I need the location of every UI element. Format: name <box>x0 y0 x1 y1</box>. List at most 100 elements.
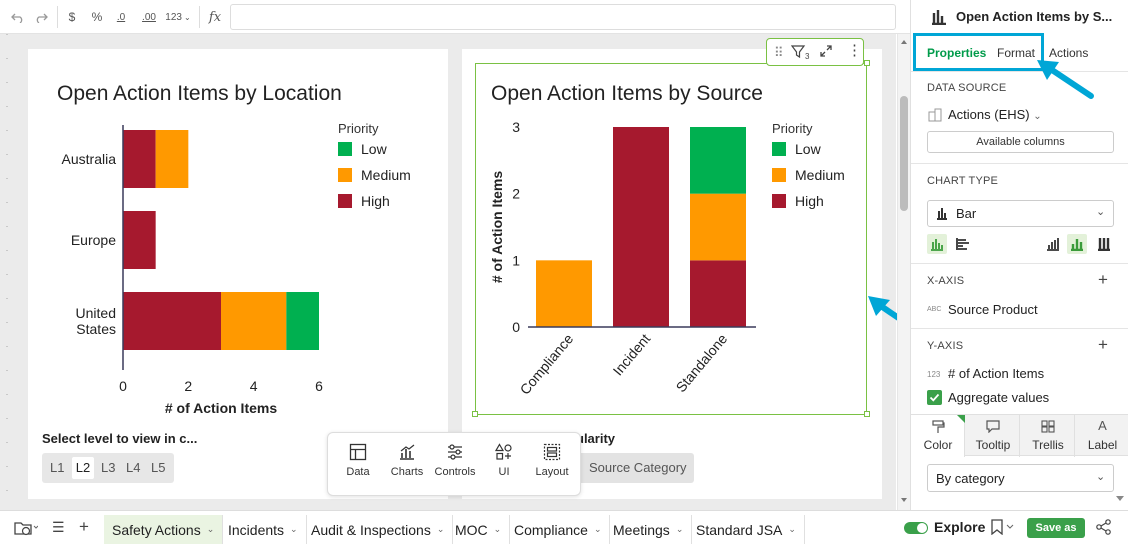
bar-segment-high <box>123 211 156 269</box>
chart-type-dropdown[interactable]: Bar ⌄ <box>927 200 1114 227</box>
text-a-icon: A <box>1098 418 1107 433</box>
insert-layout-button[interactable]: Layout <box>528 443 576 478</box>
y-tick-label: 0 <box>512 319 520 335</box>
folder-icon[interactable] <box>14 520 39 541</box>
legend-swatch-high <box>338 194 352 208</box>
resize-handle[interactable] <box>472 411 478 417</box>
category-label: United <box>76 305 116 321</box>
explore-toggle[interactable] <box>904 522 928 534</box>
redo-icon[interactable] <box>33 8 49 26</box>
more-options-icon[interactable]: ⋮ <box>847 42 862 59</box>
scrollbar-thumb[interactable] <box>900 96 908 211</box>
currency-format-button[interactable]: $ <box>68 10 76 24</box>
level-option-l1[interactable]: L1 <box>50 460 65 475</box>
decrease-decimal-button[interactable]: .0 <box>116 11 126 23</box>
add-sheet-icon[interactable]: + <box>79 517 89 536</box>
format-tab-color[interactable]: Color <box>911 415 965 457</box>
format-tab-label: Tooltip <box>975 438 1011 452</box>
sheet-tab-label: Incidents <box>228 521 285 538</box>
insert-charts-button[interactable]: Charts <box>383 443 431 478</box>
grouped-bar-icon[interactable] <box>1046 237 1060 256</box>
sheet-tab-audit[interactable]: Audit & Inspections ⌄ <box>303 515 454 544</box>
insert-data-button[interactable]: Data <box>334 443 382 478</box>
bookmark-icon[interactable] <box>990 519 1014 540</box>
legend-item-low[interactable]: Low <box>338 141 387 157</box>
legend-label: Medium <box>361 167 411 183</box>
bar-segment-high <box>690 260 746 327</box>
legend-item-medium[interactable]: Medium <box>338 167 411 183</box>
vertical-bar-option[interactable] <box>927 234 947 254</box>
stacked-bar-option[interactable] <box>1067 234 1087 254</box>
format-tab-label: Label <box>1087 438 1118 452</box>
filter-icon[interactable]: 3 <box>790 44 811 65</box>
sheet-tab-safety-actions[interactable]: Safety Actions ⌄ <box>104 515 224 544</box>
fx-icon: fx <box>208 9 222 25</box>
tab-actions[interactable]: Actions <box>1049 46 1089 60</box>
aggregate-checkbox[interactable] <box>927 390 942 405</box>
x-axis-field[interactable]: Source Product <box>948 302 1038 317</box>
sheet-tab-meetings[interactable]: Meetings ⌄ <box>605 515 693 544</box>
sheet-tab-incidents[interactable]: Incidents ⌄ <box>220 515 307 544</box>
tab-format[interactable]: Format <box>997 46 1036 60</box>
level-option-l3[interactable]: L3 <box>101 460 116 475</box>
insert-ui-button[interactable]: UI <box>482 443 526 478</box>
increase-decimal-button[interactable]: .00 <box>142 11 156 23</box>
data-source-dropdown[interactable]: Actions (EHS) ⌄ <box>948 107 1042 122</box>
resize-handle[interactable] <box>864 411 870 417</box>
formula-input[interactable] <box>230 4 896 30</box>
scroll-up-icon[interactable] <box>901 40 907 44</box>
sheet-tab-standard-jsa[interactable]: Standard JSA ⌄ <box>688 515 805 544</box>
source-chart-card[interactable]: Open Action Items by Source 0 1 2 3 Complian… <box>462 49 882 499</box>
add-y-axis-icon[interactable]: + <box>1098 335 1108 354</box>
available-columns-button[interactable]: Available columns <box>927 131 1114 153</box>
scroll-down-icon[interactable] <box>901 498 907 502</box>
undo-icon[interactable] <box>10 8 26 26</box>
insert-controls-button[interactable]: Controls <box>430 443 480 478</box>
granularity-label: ularity <box>576 431 616 446</box>
format-tab-trellis[interactable]: Trellis <box>1021 415 1075 457</box>
share-icon[interactable] <box>1096 519 1112 540</box>
legend-item-low[interactable]: Low <box>772 141 821 157</box>
legend-item-medium[interactable]: Medium <box>772 167 845 183</box>
x-axis-label: X-AXIS <box>927 275 965 287</box>
panel-scroll-down-icon[interactable] <box>1116 496 1124 501</box>
canvas-scrollbar[interactable] <box>897 34 910 510</box>
x-tick-label: 4 <box>250 378 258 394</box>
expand-icon[interactable] <box>819 44 833 63</box>
resize-handle[interactable] <box>864 60 870 66</box>
chart-hover-toolbar: ⠿ 3 ⋮ <box>766 38 864 66</box>
number-format-dropdown[interactable]: 123 ⌄ <box>164 8 192 26</box>
horizontal-bar-icon[interactable] <box>956 237 970 256</box>
level-option-l2[interactable]: L2 <box>72 457 94 479</box>
sheet-tab-moc[interactable]: MOC ⌄ <box>447 515 511 544</box>
color-mode-dropdown[interactable]: By category ⌄ <box>927 464 1114 492</box>
chart-title: Open Action Items by Location <box>57 82 342 105</box>
drag-handle-icon[interactable]: ⠿ <box>774 45 783 60</box>
sheet-tab-compliance[interactable]: Compliance ⌄ <box>506 515 611 544</box>
bar-segment-medium <box>690 193 746 261</box>
shapes-icon <box>494 443 512 460</box>
save-as-button[interactable]: Save as <box>1027 518 1085 538</box>
y-axis-field[interactable]: # of Action Items <box>948 366 1045 381</box>
granularity-chip[interactable]: Source Category <box>576 453 694 483</box>
percent-format-button[interactable]: % <box>91 10 103 24</box>
level-option-l4[interactable]: L4 <box>126 460 141 475</box>
format-tab-tooltip[interactable]: Tooltip <box>966 415 1020 457</box>
legend-item-high[interactable]: High <box>772 193 824 209</box>
level-option-l5[interactable]: L5 <box>151 460 166 475</box>
full-stacked-bar-icon[interactable] <box>1097 237 1111 256</box>
category-label: Europe <box>71 232 116 248</box>
add-x-axis-icon[interactable]: + <box>1098 270 1108 289</box>
location-chart-card[interactable]: Open Action Items by Location Australia E… <box>28 49 448 499</box>
chart-type-value: Bar <box>956 206 977 221</box>
chart-type-label: CHART TYPE <box>927 175 999 187</box>
chevron-down-icon: ⌄ <box>788 524 796 534</box>
sheet-tab-label: Safety Actions <box>112 521 201 538</box>
insert-label: Data <box>346 466 370 478</box>
format-tab-label-tab[interactable]: A Label <box>1076 415 1128 457</box>
category-label: States <box>76 321 116 337</box>
legend-item-high[interactable]: High <box>338 193 390 209</box>
list-icon[interactable]: ☰ <box>52 519 65 535</box>
tab-properties[interactable]: Properties <box>927 46 987 60</box>
insert-label: Charts <box>390 466 424 478</box>
